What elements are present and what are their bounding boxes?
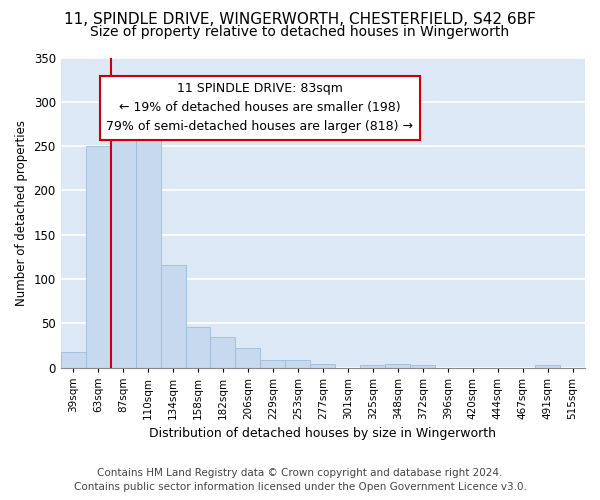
Bar	[61, 352, 86, 368]
Bar	[235, 348, 260, 368]
X-axis label: Distribution of detached houses by size in Wingerworth: Distribution of detached houses by size …	[149, 427, 496, 440]
Text: 11 SPINDLE DRIVE: 83sqm
← 19% of detached houses are smaller (198)
79% of semi-d: 11 SPINDLE DRIVE: 83sqm ← 19% of detache…	[106, 82, 413, 134]
Bar	[86, 146, 110, 368]
Bar	[136, 128, 161, 368]
Y-axis label: Number of detached properties: Number of detached properties	[15, 120, 28, 306]
Bar	[535, 365, 560, 368]
Text: Size of property relative to detached houses in Wingerworth: Size of property relative to detached ho…	[91, 25, 509, 39]
Text: 11, SPINDLE DRIVE, WINGERWORTH, CHESTERFIELD, S42 6BF: 11, SPINDLE DRIVE, WINGERWORTH, CHESTERF…	[64, 12, 536, 28]
Bar	[360, 365, 385, 368]
Text: Contains HM Land Registry data © Crown copyright and database right 2024.
Contai: Contains HM Land Registry data © Crown c…	[74, 468, 526, 492]
Bar	[185, 327, 211, 368]
Bar	[410, 365, 435, 368]
Bar	[385, 364, 410, 368]
Bar	[211, 336, 235, 368]
Bar	[161, 265, 185, 368]
Bar	[260, 360, 286, 368]
Bar	[310, 364, 335, 368]
Bar	[286, 360, 310, 368]
Bar	[110, 133, 136, 368]
